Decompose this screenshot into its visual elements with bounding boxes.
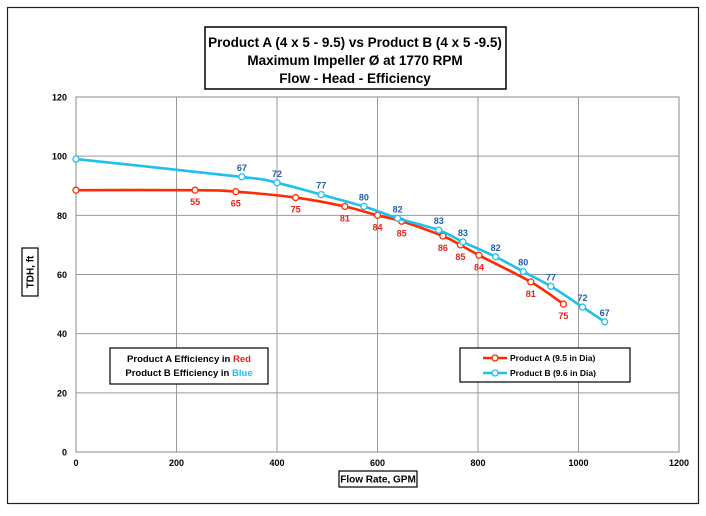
y-tick-label: 40 <box>57 329 67 339</box>
efficiency-labels: 55 65 75 81 84 85 86 85 84 81 75 67 72 77 80 82 83 83 82 80… <box>190 163 610 321</box>
efficiency-label-product-b: 67 <box>237 163 247 173</box>
data-point-product-b <box>393 214 402 222</box>
efficiency-label-product-a: 75 <box>291 205 301 215</box>
x-tick-label: 200 <box>169 458 184 468</box>
efficiency-label-product-a: 65 <box>231 199 241 209</box>
efficiency-label-product-b: 72 <box>272 169 282 179</box>
y-tick-label: 20 <box>57 388 67 398</box>
data-point-product-b <box>317 190 325 199</box>
data-point-product-b <box>491 253 500 261</box>
legend-label-product-b: Product B (9.6 in Dia) <box>510 368 596 378</box>
efficiency-label-product-b: 83 <box>434 216 444 226</box>
data-point-product-b <box>600 318 609 326</box>
data-point-product-b <box>72 155 80 163</box>
efficiency-label-product-b: 67 <box>600 308 610 318</box>
title-line-1: Product A (4 x 5 - 9.5) vs Product B (4 … <box>208 35 502 50</box>
data-point-product-b <box>238 173 246 181</box>
y-axis-title: TDH, ft <box>26 255 37 288</box>
x-tick-label: 1200 <box>669 458 689 468</box>
data-point-product-a <box>559 300 568 308</box>
efficiency-label-product-b: 80 <box>518 258 528 268</box>
x-axis-title: Flow Rate, GPM <box>340 475 416 486</box>
x-tick-label: 0 <box>73 458 78 468</box>
data-point-product-a <box>72 186 80 194</box>
efficiency-label-product-a: 85 <box>397 228 407 238</box>
data-point-product-a <box>191 186 199 194</box>
x-axis-title-box <box>338 470 418 488</box>
y-tick-label: 100 <box>52 152 67 162</box>
x-tick-label: 400 <box>269 458 284 468</box>
title-line-3: Flow - Head - Efficiency <box>279 71 431 86</box>
legend-item-product-b: Product B (9.6 in Dia) <box>483 368 596 378</box>
efficiency-label-product-a: 85 <box>455 252 465 262</box>
data-point-product-b <box>360 202 368 211</box>
efficiency-label-product-a: 86 <box>438 243 448 253</box>
data-point-product-a <box>341 202 349 211</box>
efficiency-label-product-b: 80 <box>359 192 369 202</box>
efficiency-label-product-b: 83 <box>458 228 468 238</box>
y-tick-label: 0 <box>62 448 67 458</box>
data-point-product-b <box>519 267 527 276</box>
y-tick-label: 60 <box>57 270 67 280</box>
efficiency-note-line-2: Product B Efficiency in Blue <box>125 368 252 379</box>
efficiency-label-product-b: 82 <box>393 204 403 214</box>
x-tick-label: 600 <box>370 458 385 468</box>
title-line-2: Maximum Impeller Ø at 1770 RPM <box>247 53 462 68</box>
efficiency-label-product-b: 72 <box>578 293 588 303</box>
legend-marker-product-b <box>491 369 499 377</box>
data-point-product-a <box>527 278 535 286</box>
x-tick-label: 800 <box>470 458 485 468</box>
efficiency-label-product-b: 77 <box>316 181 326 191</box>
legend <box>459 347 631 383</box>
legend-item-product-a: Product A (9.5 in Dia) <box>483 353 595 363</box>
efficiency-label-product-a: 55 <box>190 197 200 207</box>
data-point-product-b <box>578 303 587 311</box>
data-point-product-a <box>475 251 483 259</box>
series-layer <box>72 155 609 326</box>
efficiency-label-product-a: 75 <box>558 311 568 321</box>
legend-label-product-a: Product A (9.5 in Dia) <box>510 353 595 363</box>
efficiency-label-product-a: 81 <box>340 213 350 223</box>
y-axis-title-box <box>21 247 39 297</box>
data-point-product-b <box>435 226 443 234</box>
title-box <box>204 26 507 90</box>
y-tick-label: 120 <box>52 93 67 103</box>
efficiency-label-product-a: 84 <box>372 222 382 232</box>
efficiency-label-product-b: 77 <box>546 272 556 282</box>
efficiency-label-product-b: 82 <box>491 243 501 253</box>
data-point-product-b <box>547 282 555 290</box>
y-tick-label: 80 <box>57 211 67 221</box>
data-point-product-b <box>459 238 467 246</box>
efficiency-note-line-1: Product A Efficiency in Red <box>127 354 251 365</box>
efficiency-label-product-a: 84 <box>474 262 484 272</box>
x-tick-label: 1000 <box>568 458 588 468</box>
note-red-word: Red <box>233 354 251 365</box>
data-point-product-a <box>291 193 300 202</box>
note-blue-word: Blue <box>232 368 253 379</box>
tick-labels: 0 200 400 600 800 1000 1200 0 20 40 60 80 100 120 <box>52 93 689 469</box>
efficiency-label-product-a: 81 <box>526 289 536 299</box>
efficiency-note-box <box>109 347 269 385</box>
data-point-product-a <box>232 188 240 196</box>
legend-marker-product-a <box>491 354 499 362</box>
data-point-product-b <box>273 179 281 187</box>
